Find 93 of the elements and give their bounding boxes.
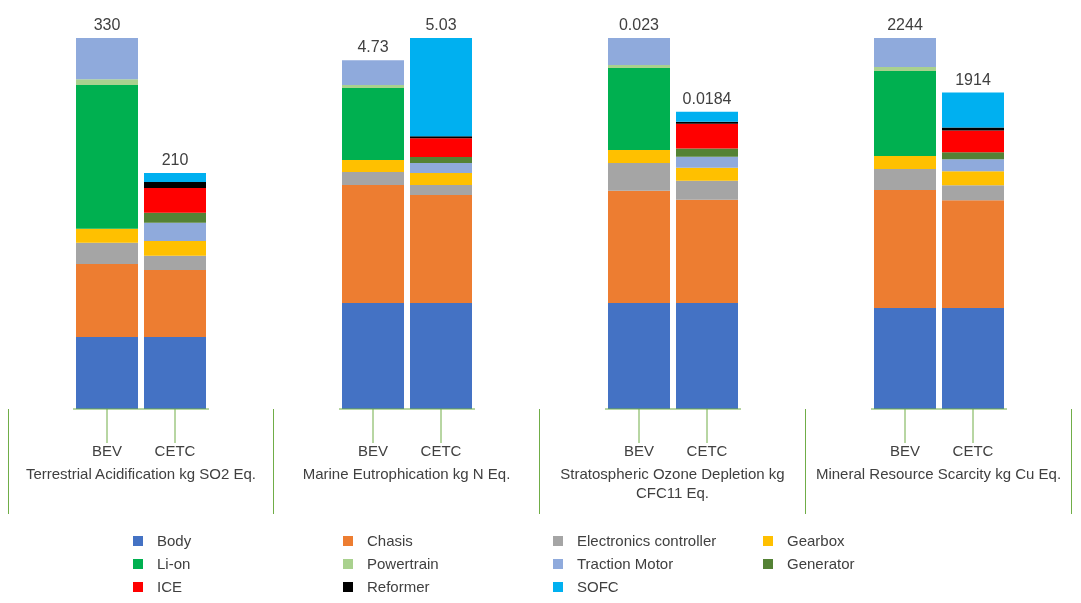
bar xyxy=(410,138,472,158)
bar xyxy=(608,163,670,191)
bar xyxy=(942,171,1004,186)
bar xyxy=(342,60,404,86)
legend-label: Electronics controller xyxy=(576,532,718,549)
bar xyxy=(942,130,1004,153)
bar xyxy=(676,156,738,168)
bar xyxy=(874,190,936,309)
x-tick-label: BEV xyxy=(91,441,123,459)
bar xyxy=(942,127,1004,131)
legend-label: Powertrain xyxy=(366,555,440,572)
x-tick-label: BEV xyxy=(889,441,921,459)
bar xyxy=(676,111,738,122)
bar xyxy=(874,38,936,67)
bar xyxy=(874,308,936,409)
legend-label: Body xyxy=(156,532,193,549)
x-axis-title: Marine Eutrophication kg N Eq. xyxy=(302,465,511,482)
bar xyxy=(342,302,404,409)
annotation: 0.0184 xyxy=(682,89,732,107)
bar xyxy=(942,159,1004,172)
legend-label: Generator xyxy=(786,555,856,572)
bar xyxy=(874,71,936,156)
legend-label: ICE xyxy=(156,578,183,595)
bar xyxy=(342,85,404,89)
bar xyxy=(76,85,138,229)
bar xyxy=(676,180,738,200)
bar xyxy=(342,160,404,172)
bar xyxy=(342,88,404,161)
bar xyxy=(874,168,936,191)
bar xyxy=(144,337,206,409)
annotation: 5.03 xyxy=(425,16,457,33)
bar xyxy=(608,65,670,69)
annotation: 0.023 xyxy=(618,16,660,33)
bar xyxy=(942,200,1004,309)
bar xyxy=(144,269,206,338)
bar xyxy=(608,150,670,164)
bar xyxy=(874,66,936,72)
x-axis-title: Terrestrial Acidification kg SO2 Eq. xyxy=(25,465,257,482)
x-tick-label: CETC xyxy=(952,441,994,459)
bar xyxy=(342,171,404,185)
bar xyxy=(676,199,738,303)
bar xyxy=(144,187,206,213)
bar xyxy=(144,255,206,270)
legend-label: Reformer xyxy=(366,578,431,595)
annotation: 1914 xyxy=(955,70,991,88)
bar xyxy=(76,337,138,409)
bar xyxy=(410,302,472,409)
x-tick-label: CETC xyxy=(154,441,196,459)
bar xyxy=(144,240,206,256)
bar xyxy=(144,222,206,241)
bar xyxy=(410,38,472,137)
legend-label: SOFC xyxy=(576,578,620,595)
annotation: 210 xyxy=(161,151,189,169)
bar xyxy=(410,163,472,174)
x-tick-label: CETC xyxy=(686,441,728,459)
bar xyxy=(942,152,1004,160)
bar xyxy=(608,38,670,66)
legend-label: Chasis xyxy=(366,532,414,549)
bar xyxy=(942,308,1004,409)
x-tick-label: BEV xyxy=(623,441,655,459)
bar xyxy=(410,184,472,195)
bar xyxy=(410,173,472,185)
x-axis-title: Stratospheric Ozone Depletion kg CFC11 Eq. xyxy=(560,465,785,501)
bar xyxy=(144,212,206,223)
bar xyxy=(608,190,670,303)
bar xyxy=(874,155,936,169)
legend-label: Traction Motor xyxy=(576,555,675,572)
annotation: 330 xyxy=(93,16,121,33)
bar xyxy=(144,173,206,182)
bar xyxy=(410,157,472,164)
x-tick-label: BEV xyxy=(357,441,389,459)
legend-label: Li-on xyxy=(156,555,192,572)
bar xyxy=(676,123,738,149)
bar xyxy=(76,79,138,86)
bar xyxy=(144,181,206,188)
bar xyxy=(942,92,1004,128)
bar xyxy=(342,184,404,303)
annotation: 2244 xyxy=(887,16,923,33)
bar xyxy=(676,148,738,157)
bar xyxy=(76,263,138,338)
bar xyxy=(76,242,138,264)
bar xyxy=(76,38,138,80)
bar xyxy=(942,185,1004,201)
bar xyxy=(608,68,670,151)
x-tick-label: CETC xyxy=(420,441,462,459)
bar xyxy=(676,302,738,409)
legend-label: Gearbox xyxy=(786,532,846,549)
bar xyxy=(608,302,670,409)
x-axis-title: Mineral Resource Scarcity kg Cu Eq. xyxy=(815,465,1062,482)
annotation: 4.73 xyxy=(357,38,389,56)
bar xyxy=(76,228,138,243)
bar xyxy=(676,167,738,181)
bar xyxy=(410,194,472,303)
